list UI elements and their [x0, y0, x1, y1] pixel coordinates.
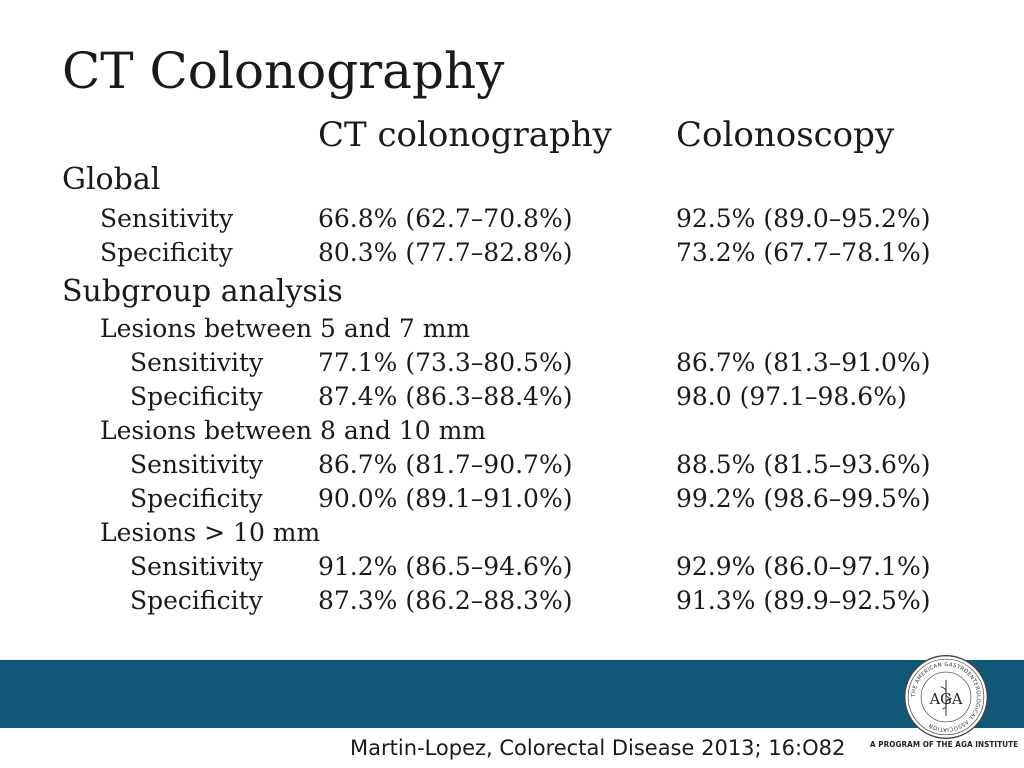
row-label: Specificity: [130, 382, 263, 411]
colonoscopy-value: 98.0 (97.1–98.6%): [676, 382, 907, 411]
table-row: Sensitivity 77.1% (73.3–80.5%) 86.7% (81…: [0, 346, 1024, 380]
colonoscopy-value: 88.5% (81.5–93.6%): [676, 450, 931, 479]
table-row: Sensitivity 66.8% (62.7–70.8%) 92.5% (89…: [0, 202, 1024, 236]
subgroup-heading: Lesions > 10 mm: [0, 516, 1024, 550]
ct-value: 91.2% (86.5–94.6%): [318, 552, 573, 581]
colonoscopy-value: 86.7% (81.3–91.0%): [676, 348, 931, 377]
row-label: Sensitivity: [130, 552, 264, 581]
ct-value: 87.4% (86.3–88.4%): [318, 382, 573, 411]
subgroup-heading: Lesions between 8 and 10 mm: [0, 414, 1024, 448]
ct-value: 87.3% (86.2–88.3%): [318, 586, 573, 615]
ct-value: 77.1% (73.3–80.5%): [318, 348, 573, 377]
row-label: Sensitivity: [100, 204, 234, 233]
subgroup-label: Lesions between 5 and 7 mm: [100, 314, 471, 343]
logo-letters: AGA: [929, 691, 963, 708]
citation: Martin-Lopez, Colorectal Disease 2013; 1…: [350, 736, 846, 760]
subgroup-heading: Lesions between 5 and 7 mm: [0, 312, 1024, 346]
table-row: Specificity 87.4% (86.3–88.4%) 98.0 (97.…: [0, 380, 1024, 414]
ct-value: 80.3% (77.7–82.8%): [318, 238, 573, 267]
subgroup-label: Lesions > 10 mm: [100, 518, 321, 547]
section-subgroup: Subgroup analysis: [0, 275, 1024, 309]
footer-band: [0, 660, 1024, 728]
subgroup-label: Lesions between 8 and 10 mm: [100, 416, 487, 445]
row-label: Specificity: [100, 238, 233, 267]
row-label: Specificity: [130, 586, 263, 615]
ct-value: 66.8% (62.7–70.8%): [318, 204, 573, 233]
column-header-ct-colonography: CT colonography: [318, 115, 612, 155]
section-label-global: Global: [62, 162, 161, 197]
colonoscopy-value: 92.5% (89.0–95.2%): [676, 204, 931, 233]
colonoscopy-value: 73.2% (67.7–78.1%): [676, 238, 931, 267]
column-header-colonoscopy: Colonoscopy: [676, 115, 895, 155]
colonoscopy-value: 91.3% (89.9–92.5%): [676, 586, 931, 615]
table-row: Sensitivity 86.7% (81.7–90.7%) 88.5% (81…: [0, 448, 1024, 482]
table-row: Sensitivity 91.2% (86.5–94.6%) 92.9% (86…: [0, 550, 1024, 584]
logo-caption: A PROGRAM OF THE AGA INSTITUTE: [870, 740, 1019, 749]
ct-value: 86.7% (81.7–90.7%): [318, 450, 573, 479]
slide-title: CT Colonography: [62, 42, 505, 100]
colonoscopy-value: 92.9% (86.0–97.1%): [676, 552, 931, 581]
section-global: Global: [0, 163, 1024, 197]
row-label: Sensitivity: [130, 348, 264, 377]
row-label: Sensitivity: [130, 450, 264, 479]
section-label-subgroup: Subgroup analysis: [62, 274, 343, 309]
ct-value: 90.0% (89.1–91.0%): [318, 484, 573, 513]
table-row: Specificity 80.3% (77.7–82.8%) 73.2% (67…: [0, 236, 1024, 270]
row-label: Specificity: [130, 484, 263, 513]
table-row: Specificity 90.0% (89.1–91.0%) 99.2% (98…: [0, 482, 1024, 516]
colonoscopy-value: 99.2% (98.6–99.5%): [676, 484, 931, 513]
aga-seal-logo: THE AMERICAN GASTROENTEROLOGICAL ASSOCIA…: [904, 655, 988, 739]
table-row: Specificity 87.3% (86.2–88.3%) 91.3% (89…: [0, 584, 1024, 618]
